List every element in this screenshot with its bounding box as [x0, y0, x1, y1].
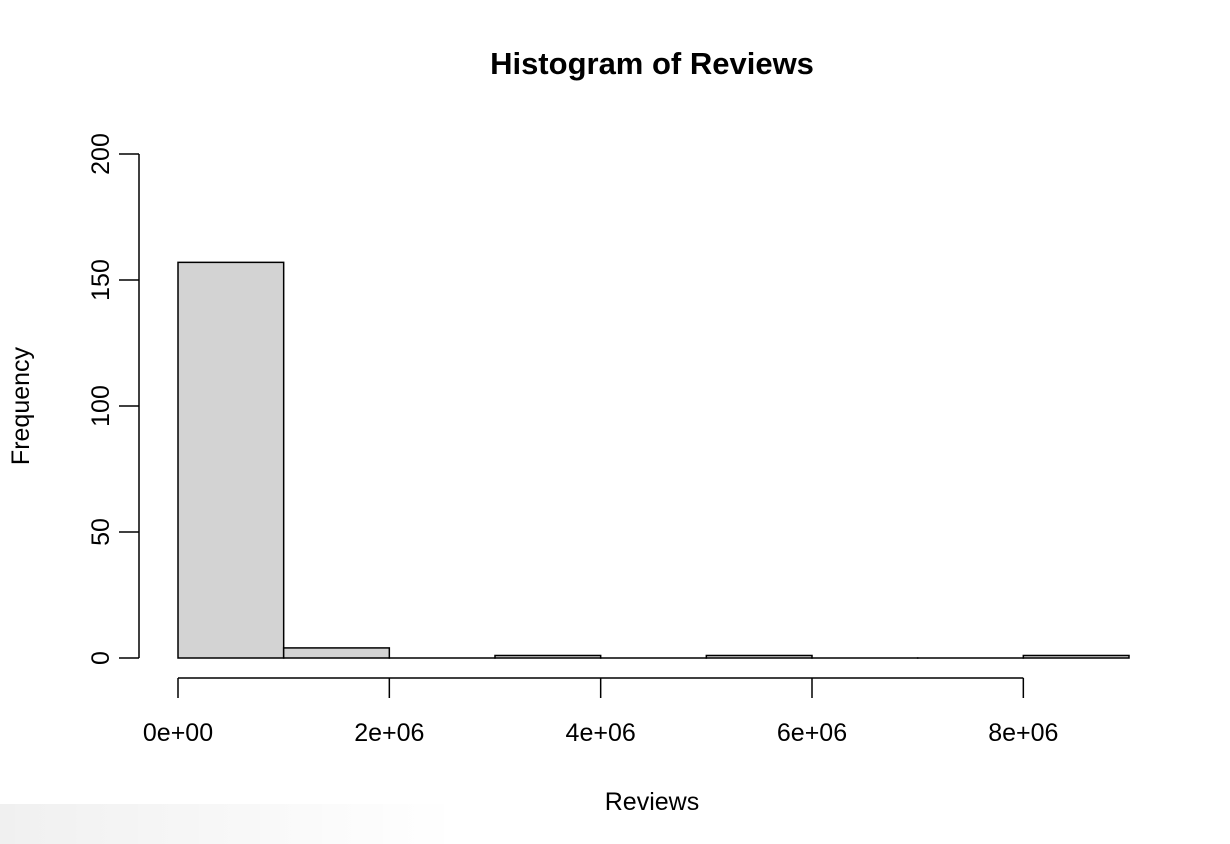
y-tick-label: 0 [87, 651, 115, 665]
x-axis-label: Reviews [605, 788, 699, 816]
x-tick-label: 6e+06 [777, 719, 847, 747]
y-tick-label: 200 [87, 133, 115, 175]
y-axis: 0 50 100 150 200 [87, 133, 140, 665]
y-tick-label: 150 [87, 259, 115, 301]
y-tick-label: 100 [87, 385, 115, 427]
y-tick-label: 50 [87, 518, 115, 546]
y-axis-label: Frequency [7, 346, 35, 465]
chart-title: Histogram of Reviews [490, 46, 814, 81]
x-axis: 0e+00 2e+06 4e+06 6e+06 8e+06 [143, 677, 1058, 747]
histogram-bar [705, 654, 813, 659]
bottom-shadow [0, 804, 460, 844]
histogram-bar [282, 647, 391, 659]
histogram-bar [1022, 654, 1130, 659]
bars-group [177, 261, 1130, 659]
x-tick-label: 0e+00 [143, 719, 213, 747]
x-tick-label: 4e+06 [566, 719, 636, 747]
x-tick-label: 2e+06 [354, 719, 424, 747]
histogram-bar [177, 261, 285, 659]
histogram-bar [494, 654, 602, 659]
x-tick-label: 8e+06 [988, 719, 1058, 747]
